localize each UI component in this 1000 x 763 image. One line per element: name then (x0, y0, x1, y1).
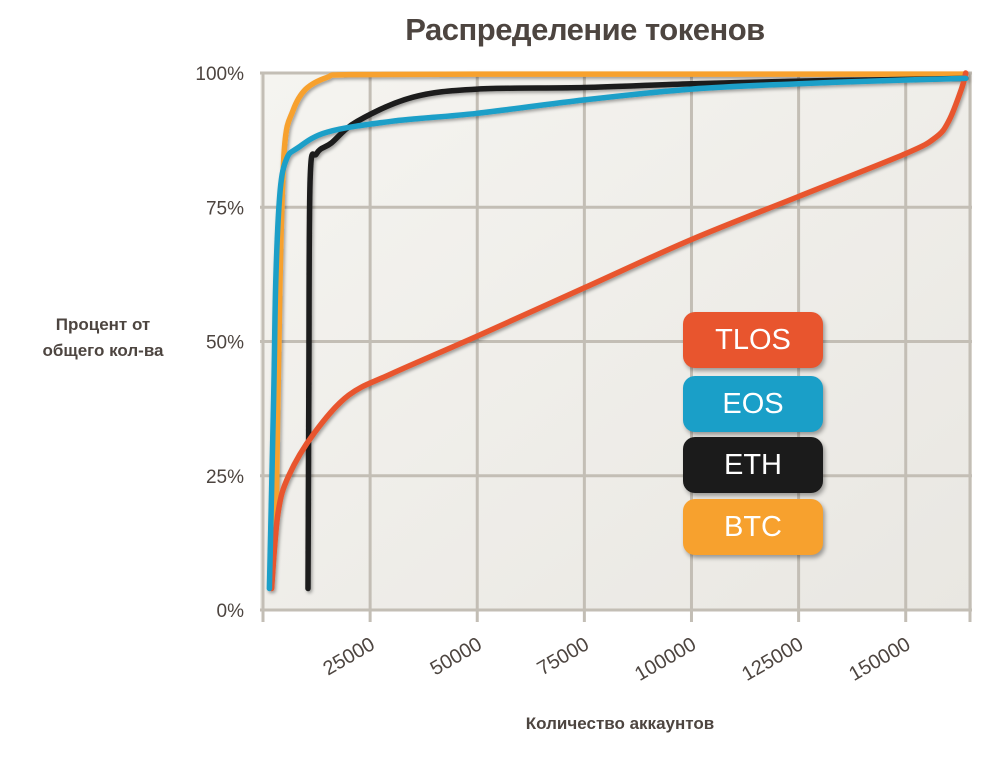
y-tick-label: 75% (206, 198, 244, 219)
chart-title: Распределение токенов (405, 12, 765, 47)
series-line-btc (273, 71, 969, 533)
x-tick-label: 100000 (631, 633, 700, 685)
x-tick-labels: 25000 50000 75000 100000 125000 150000 (319, 633, 914, 685)
legend-item-eth: ETH (683, 437, 823, 493)
y-tick-labels: 0% 25% 50% 75% 100% (195, 64, 244, 622)
y-tick-label: 100% (195, 64, 244, 85)
y-tick-label: 25% (206, 467, 244, 488)
x-tick-label: 150000 (845, 633, 914, 685)
y-tick-label: 0% (217, 601, 245, 622)
series-lines (266, 70, 969, 592)
legend-item-tlos: TLOS (683, 312, 823, 368)
x-tick-label: 125000 (738, 633, 807, 685)
x-axis-label: Количество аккаунтов (525, 714, 715, 733)
legend-item-btc: BTC (683, 499, 823, 555)
y-axis-label: Процент от общего кол-ва (18, 312, 188, 364)
series-line-eos (266, 75, 969, 592)
x-tick-label: 25000 (319, 633, 378, 680)
x-tick-label: 50000 (427, 633, 486, 680)
y-axis-label-line-2: общего кол-ва (42, 341, 164, 360)
y-axis-label-line-1: Процент от (55, 315, 151, 334)
series-line-tlos (268, 70, 969, 592)
x-tick-label: 75000 (534, 633, 593, 680)
legend-item-eos: EOS (683, 376, 823, 432)
y-tick-label: 50% (206, 333, 244, 354)
